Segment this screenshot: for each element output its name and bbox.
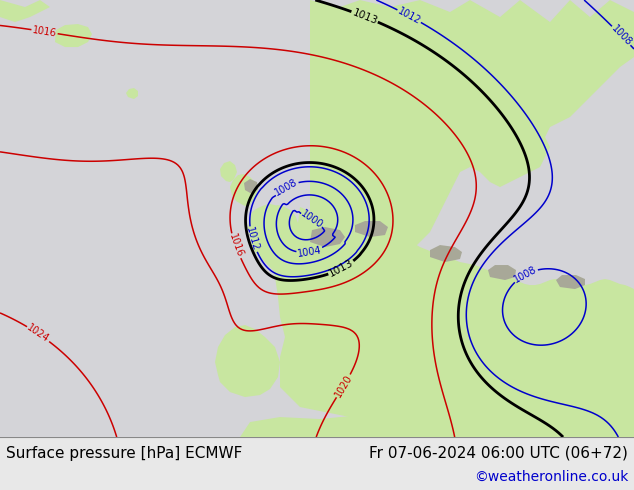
Text: Fr 07-06-2024 06:00 UTC (06+72): Fr 07-06-2024 06:00 UTC (06+72)	[369, 445, 628, 461]
Polygon shape	[310, 227, 345, 247]
Polygon shape	[556, 275, 585, 289]
Polygon shape	[0, 0, 50, 22]
Text: 1012: 1012	[244, 226, 261, 253]
Polygon shape	[244, 179, 258, 194]
Text: ©weatheronline.co.uk: ©weatheronline.co.uk	[474, 470, 628, 484]
Text: 1008: 1008	[273, 177, 299, 198]
Polygon shape	[262, 205, 634, 437]
Polygon shape	[126, 88, 138, 99]
Polygon shape	[240, 415, 634, 437]
Text: 1020: 1020	[333, 373, 354, 399]
Polygon shape	[220, 161, 237, 182]
Polygon shape	[488, 265, 516, 280]
Polygon shape	[355, 221, 388, 237]
Polygon shape	[230, 174, 258, 207]
Text: 1013: 1013	[351, 7, 378, 26]
Text: 1008: 1008	[609, 24, 633, 48]
Text: 1016: 1016	[32, 25, 58, 39]
Text: Surface pressure [hPa] ECMWF: Surface pressure [hPa] ECMWF	[6, 445, 242, 461]
Polygon shape	[430, 245, 462, 262]
Text: 1024: 1024	[25, 323, 51, 345]
Text: 1000: 1000	[299, 209, 325, 231]
Text: 1016: 1016	[227, 233, 245, 259]
Polygon shape	[55, 24, 92, 47]
Text: 1004: 1004	[297, 245, 323, 259]
Text: 1008: 1008	[512, 264, 539, 285]
Polygon shape	[215, 325, 280, 397]
Text: 1012: 1012	[396, 6, 422, 26]
Polygon shape	[248, 0, 634, 295]
Text: 1013: 1013	[327, 258, 356, 279]
